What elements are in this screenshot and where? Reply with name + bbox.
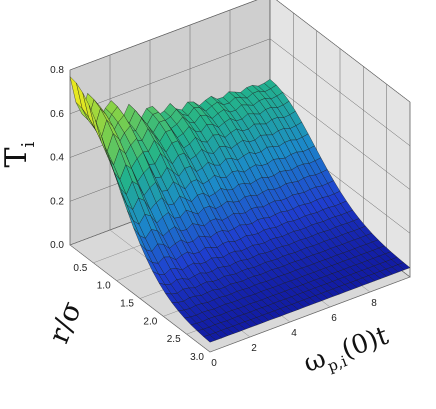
z-tick-label: 0.6 (50, 109, 64, 120)
y-tick-label: 2.0 (143, 316, 157, 327)
y-tick-label: 3.0 (190, 352, 204, 363)
x-tick-label: 6 (331, 313, 337, 324)
y-tick-label: 2.5 (167, 334, 181, 345)
y-tick-label: 1.0 (97, 281, 111, 292)
x-tick-label: 2 (251, 343, 257, 354)
z-tick-label: 0.2 (50, 196, 64, 207)
grid-line (209, 276, 411, 353)
x-tick-label: 4 (291, 328, 297, 339)
surface-mesh (69, 76, 411, 343)
x-tick-label: 8 (371, 298, 377, 309)
surface-facet (203, 334, 217, 343)
x-axis-title: ωp,i(0)t (300, 321, 395, 383)
z-axis-title: Ti (0, 141, 39, 167)
y-tick-label: 0.5 (73, 263, 87, 274)
z-tick-label: 0.0 (50, 240, 64, 251)
z-tick-label: 0.8 (50, 65, 64, 76)
y-tick-label: 1.5 (120, 299, 134, 310)
tick-labels: 0.0 0.2 0.4 0.6 0.8 0.5 1.0 1.5 2.0 2.5 3.0 0 2 4 6 8 (50, 65, 377, 369)
y-axis-title: r/σ (42, 297, 88, 348)
z-tick-label: 0.4 (50, 153, 64, 164)
x-tick-label: 0 (211, 358, 217, 369)
